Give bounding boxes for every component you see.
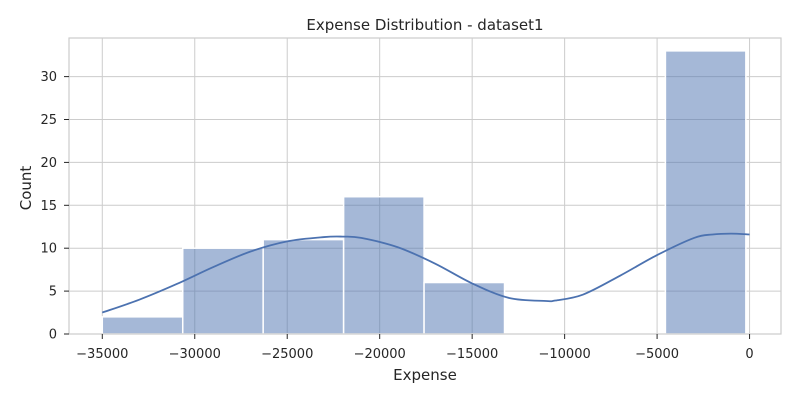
histogram-bar-2 [262, 238, 345, 335]
histogram-bar-3 [342, 195, 425, 335]
histogram-bar-4 [423, 281, 506, 335]
x-tick-label: −25000 [261, 347, 313, 362]
x-tick-label: 0 [745, 347, 753, 362]
x-tick-label: −5000 [635, 347, 679, 362]
histogram-bars [101, 50, 747, 335]
chart-title: Expense Distribution - dataset1 [306, 16, 543, 34]
x-tick-label: −15000 [446, 347, 498, 362]
histogram-bar-7 [664, 50, 747, 335]
x-tick-label: −20000 [354, 347, 406, 362]
histogram-bar-1 [181, 247, 264, 335]
y-tick-label: 30 [40, 70, 57, 85]
y-tick-label: 10 [40, 242, 57, 257]
histogram-bar-0 [101, 316, 184, 335]
x-axis-ticks: −35000 −30000 −25000 −20000 −15000 −10000 −500… [76, 334, 754, 362]
x-tick-label: −30000 [169, 347, 221, 362]
plot-frame [68, 37, 782, 335]
y-axis-ticks: 0 5 10 15 20 25 30 [40, 70, 69, 343]
x-axis-label: Expense [393, 366, 457, 384]
kde-curve-group [101, 232, 750, 314]
y-tick-label: 5 [49, 285, 57, 300]
x-tick-label: −10000 [539, 347, 591, 362]
y-tick-label: 0 [49, 328, 57, 343]
kde-line [101, 232, 750, 314]
x-tick-label: −35000 [76, 347, 128, 362]
y-tick-label: 15 [40, 199, 57, 214]
y-tick-label: 25 [40, 113, 57, 128]
y-tick-label: 20 [40, 156, 57, 171]
y-axis-label: Count [17, 166, 35, 211]
